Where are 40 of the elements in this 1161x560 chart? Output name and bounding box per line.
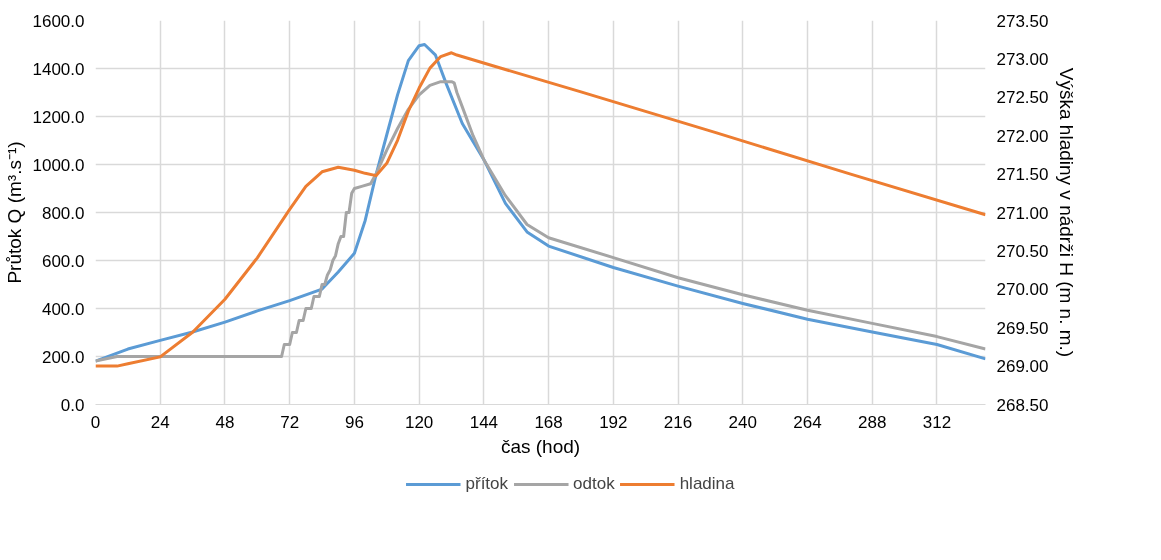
y-tick-label: 1600.0 <box>32 11 85 31</box>
legend-label: přítok <box>465 474 509 494</box>
x-tick-label: 168 <box>534 412 563 432</box>
y-tick-label: 0.0 <box>60 395 85 415</box>
y2-axis-title: Výška hladiny v nádrži H (m n. m.) <box>1056 67 1078 358</box>
x-tick-label: 120 <box>404 412 434 432</box>
x-tick-label: 72 <box>280 412 300 432</box>
y2-tick-label: 272.00 <box>996 126 1049 146</box>
y-tick-label: 600.0 <box>41 251 85 271</box>
y-tick-label: 1000.0 <box>32 155 85 175</box>
y2-tick-label: 272.50 <box>996 88 1049 108</box>
y-tick-label: 400.0 <box>41 299 85 319</box>
x-tick-label: 144 <box>469 412 499 432</box>
y-tick-label: 200.0 <box>41 347 85 367</box>
y2-tick-label: 270.00 <box>996 280 1049 300</box>
y-tick-label: 800.0 <box>41 203 85 223</box>
y2-tick-label: 269.50 <box>996 318 1049 338</box>
x-tick-label: 264 <box>793 412 822 432</box>
y-tick-label: 1400.0 <box>32 59 85 79</box>
x-axis-title: čas (hod) <box>500 435 581 457</box>
y2-tick-label: 271.50 <box>996 165 1049 185</box>
x-tick-label: 0 <box>90 412 101 432</box>
x-tick-label: 24 <box>150 412 170 432</box>
y2-tick-label: 269.00 <box>996 357 1049 377</box>
y2-tick-label: 271.00 <box>996 203 1049 223</box>
y2-tick-label: 273.00 <box>996 49 1049 69</box>
x-tick-label: 312 <box>922 412 952 432</box>
x-tick-label: 48 <box>215 412 235 432</box>
x-tick-label: 192 <box>599 412 628 432</box>
legend-label: odtok <box>573 474 615 494</box>
x-tick-label: 288 <box>858 412 887 432</box>
y-axis-title: Průtok Q (m³.s⁻¹) <box>3 141 25 284</box>
y2-tick-label: 270.50 <box>996 241 1049 261</box>
x-tick-label: 216 <box>663 412 693 432</box>
legend-label: hladina <box>679 474 735 494</box>
x-tick-label: 96 <box>344 412 364 432</box>
y2-tick-label: 273.50 <box>996 11 1049 31</box>
y-tick-label: 1200.0 <box>32 107 85 127</box>
x-tick-label: 240 <box>728 412 757 432</box>
y2-tick-label: 268.50 <box>996 395 1049 415</box>
